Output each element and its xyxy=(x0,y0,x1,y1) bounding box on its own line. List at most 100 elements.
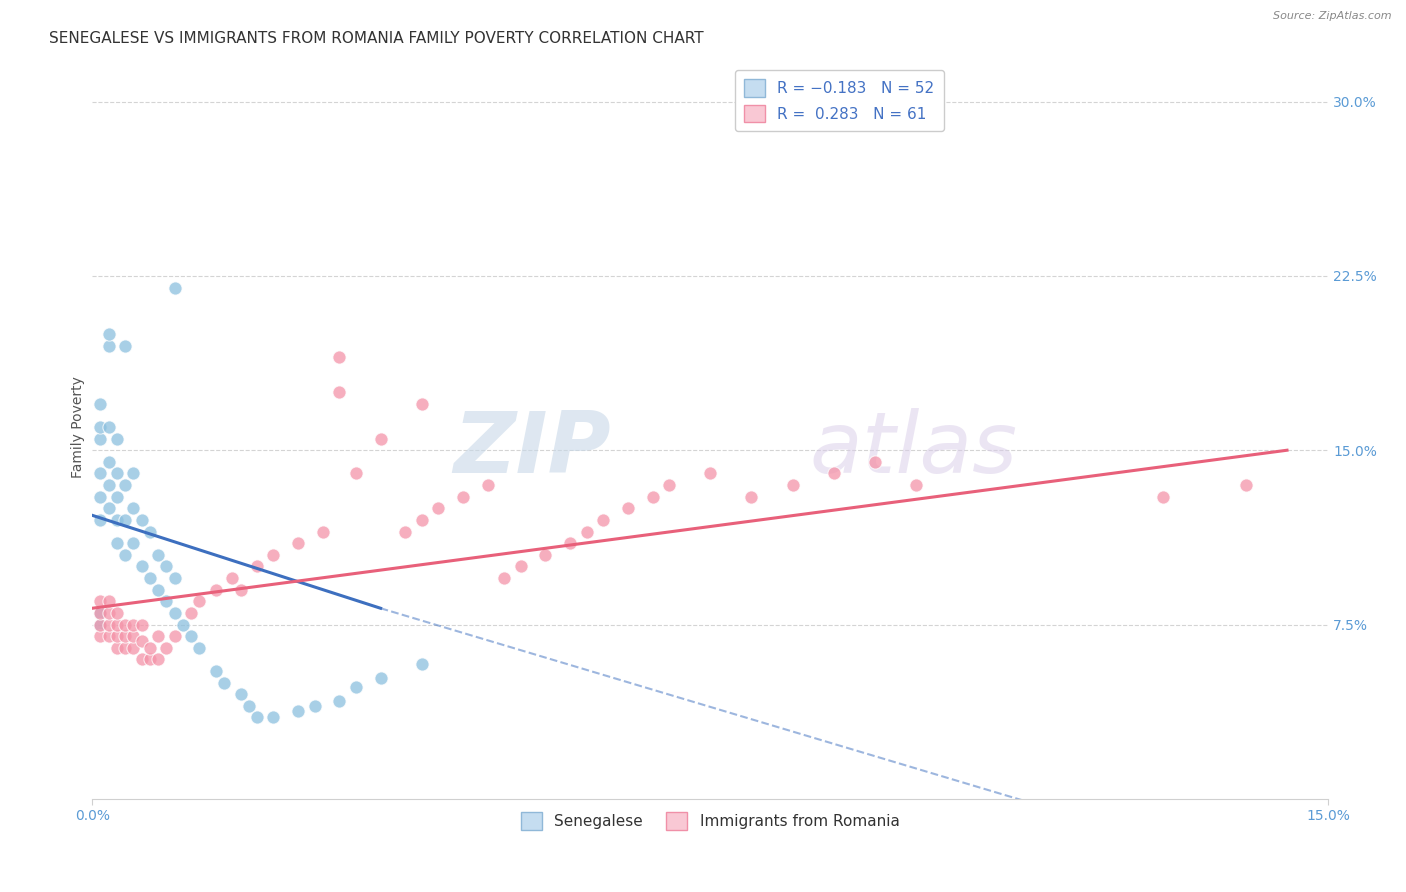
Text: ZIP: ZIP xyxy=(454,408,612,491)
Point xyxy=(139,652,162,666)
Point xyxy=(97,338,120,352)
Point xyxy=(344,467,367,481)
Point xyxy=(122,629,145,643)
Point xyxy=(238,698,260,713)
Point xyxy=(97,420,120,434)
Point xyxy=(427,501,450,516)
Point xyxy=(287,704,309,718)
Point xyxy=(394,524,416,539)
Point xyxy=(97,455,120,469)
Point xyxy=(97,617,120,632)
Point xyxy=(782,478,804,492)
Point xyxy=(246,559,269,574)
Point xyxy=(740,490,762,504)
Point xyxy=(97,478,120,492)
Point xyxy=(97,629,120,643)
Point xyxy=(105,629,128,643)
Y-axis label: Family Poverty: Family Poverty xyxy=(72,376,86,478)
Point xyxy=(370,432,392,446)
Point xyxy=(105,640,128,655)
Point xyxy=(105,617,128,632)
Point xyxy=(641,490,664,504)
Point xyxy=(114,548,136,562)
Point xyxy=(146,629,169,643)
Point xyxy=(221,571,243,585)
Point xyxy=(155,594,177,608)
Point xyxy=(89,432,111,446)
Point xyxy=(89,594,111,608)
Point xyxy=(146,652,169,666)
Point xyxy=(304,698,326,713)
Point xyxy=(122,640,145,655)
Point xyxy=(105,513,128,527)
Point xyxy=(105,467,128,481)
Point xyxy=(122,536,145,550)
Point xyxy=(114,640,136,655)
Point xyxy=(263,710,285,724)
Point xyxy=(180,629,202,643)
Point xyxy=(451,490,474,504)
Point xyxy=(204,582,226,597)
Point xyxy=(509,559,531,574)
Point xyxy=(534,548,557,562)
Point xyxy=(89,617,111,632)
Point xyxy=(114,629,136,643)
Point xyxy=(139,571,162,585)
Text: Source: ZipAtlas.com: Source: ZipAtlas.com xyxy=(1274,11,1392,21)
Point xyxy=(89,513,111,527)
Point xyxy=(146,582,169,597)
Point xyxy=(97,594,120,608)
Text: SENEGALESE VS IMMIGRANTS FROM ROMANIA FAMILY POVERTY CORRELATION CHART: SENEGALESE VS IMMIGRANTS FROM ROMANIA FA… xyxy=(49,31,704,46)
Point xyxy=(89,397,111,411)
Point xyxy=(105,536,128,550)
Point xyxy=(89,606,111,620)
Point xyxy=(312,524,335,539)
Point xyxy=(89,467,111,481)
Point xyxy=(105,490,128,504)
Point xyxy=(229,582,252,597)
Point xyxy=(204,664,226,678)
Point xyxy=(122,617,145,632)
Point xyxy=(155,559,177,574)
Point xyxy=(163,629,186,643)
Point xyxy=(89,420,111,434)
Point xyxy=(617,501,640,516)
Point xyxy=(114,338,136,352)
Point xyxy=(131,559,153,574)
Point xyxy=(575,524,598,539)
Point xyxy=(114,617,136,632)
Point xyxy=(246,710,269,724)
Point xyxy=(105,432,128,446)
Point xyxy=(131,652,153,666)
Point xyxy=(122,501,145,516)
Point xyxy=(163,571,186,585)
Point xyxy=(180,606,202,620)
Point xyxy=(131,513,153,527)
Point xyxy=(139,640,162,655)
Point xyxy=(212,675,235,690)
Point xyxy=(411,397,433,411)
Point xyxy=(328,351,350,365)
Point xyxy=(328,694,350,708)
Point xyxy=(287,536,309,550)
Point xyxy=(477,478,499,492)
Point xyxy=(658,478,681,492)
Point xyxy=(263,548,285,562)
Point xyxy=(370,671,392,685)
Point xyxy=(163,280,186,294)
Point xyxy=(699,467,721,481)
Point xyxy=(344,680,367,694)
Point xyxy=(905,478,928,492)
Point xyxy=(163,606,186,620)
Point xyxy=(823,467,845,481)
Point xyxy=(105,606,128,620)
Point xyxy=(122,467,145,481)
Point xyxy=(89,617,111,632)
Point xyxy=(89,606,111,620)
Point xyxy=(131,617,153,632)
Point xyxy=(229,687,252,701)
Point xyxy=(114,513,136,527)
Point xyxy=(411,513,433,527)
Point xyxy=(411,657,433,671)
Point xyxy=(155,640,177,655)
